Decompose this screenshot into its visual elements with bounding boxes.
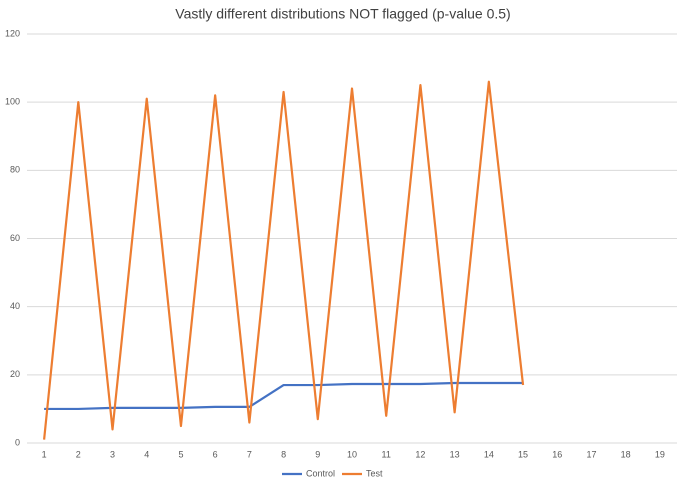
legend-label: Control	[306, 468, 335, 478]
x-tick-label: 6	[213, 449, 218, 459]
x-tick-label: 15	[518, 449, 528, 459]
x-tick-label: 4	[144, 449, 149, 459]
x-tick-label: 17	[586, 449, 596, 459]
x-tick-label: 10	[347, 449, 357, 459]
x-tick-label: 9	[315, 449, 320, 459]
x-tick-label: 1	[42, 449, 47, 459]
x-tick-label: 11	[382, 449, 391, 459]
x-tick-label: 2	[76, 449, 81, 459]
x-tick-label: 7	[247, 449, 252, 459]
x-tick-label: 13	[450, 449, 460, 459]
x-tick-label: 5	[178, 449, 183, 459]
x-tick-label: 3	[110, 449, 115, 459]
x-tick-label: 12	[415, 449, 425, 459]
y-tick-label: 80	[10, 165, 20, 175]
y-tick-label: 100	[5, 97, 20, 107]
y-tick-label: 0	[15, 437, 20, 447]
x-tick-label: 19	[655, 449, 665, 459]
y-tick-label: 40	[10, 301, 20, 311]
x-tick-label: 16	[552, 449, 562, 459]
y-tick-label: 20	[10, 369, 20, 379]
chart-title: Vastly different distributions NOT flagg…	[175, 6, 510, 22]
series-line	[43, 80, 525, 440]
x-tick-label: 18	[621, 449, 631, 459]
x-tick-label: 8	[281, 449, 286, 459]
y-tick-label: 60	[10, 233, 20, 243]
x-tick-label: 14	[484, 449, 494, 459]
series-line	[44, 381, 524, 411]
legend-label: Test	[366, 468, 383, 478]
y-tick-label: 120	[5, 28, 20, 38]
